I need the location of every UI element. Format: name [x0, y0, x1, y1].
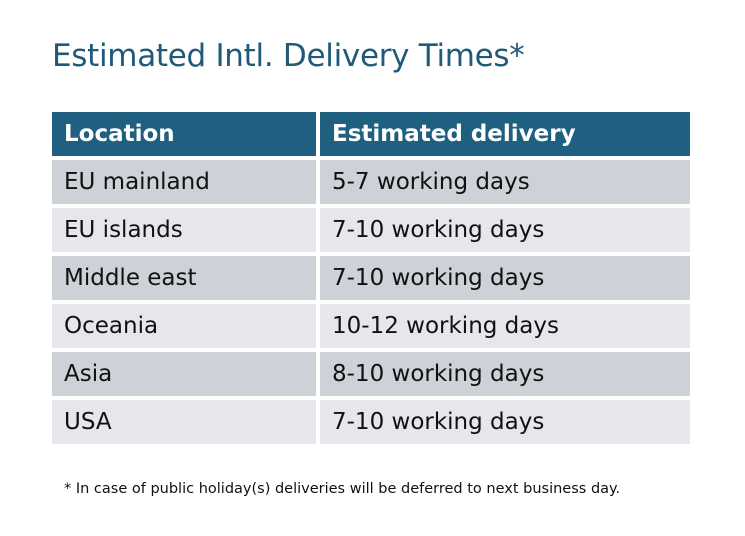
column-header-estimated-delivery: Estimated delivery	[320, 112, 690, 156]
location-cell: Oceania	[52, 304, 316, 348]
delivery-cell: 8-10 working days	[320, 352, 690, 396]
footnote: * In case of public holiday(s) deliverie…	[64, 481, 621, 497]
location-cell: Middle east	[52, 256, 316, 300]
table-row: Oceania 10-12 working days	[52, 304, 690, 348]
delivery-cell: 5-7 working days	[320, 160, 690, 204]
location-cell: Asia	[52, 352, 316, 396]
delivery-cell: 7-10 working days	[320, 256, 690, 300]
table-row: Middle east 7-10 working days	[52, 256, 690, 300]
delivery-cell: 10-12 working days	[320, 304, 690, 348]
location-cell: EU mainland	[52, 160, 316, 204]
table-header-row: Location Estimated delivery	[52, 112, 690, 156]
column-header-location: Location	[52, 112, 316, 156]
table-row: EU mainland 5-7 working days	[52, 160, 690, 204]
table-row: USA 7-10 working days	[52, 400, 690, 444]
table-row: EU islands 7-10 working days	[52, 208, 690, 252]
page-title: Estimated Intl. Delivery Times*	[52, 38, 525, 74]
location-cell: EU islands	[52, 208, 316, 252]
table-row: Asia 8-10 working days	[52, 352, 690, 396]
location-cell: USA	[52, 400, 316, 444]
delivery-cell: 7-10 working days	[320, 400, 690, 444]
delivery-table: Location Estimated delivery EU mainland 5…	[48, 108, 694, 448]
delivery-cell: 7-10 working days	[320, 208, 690, 252]
